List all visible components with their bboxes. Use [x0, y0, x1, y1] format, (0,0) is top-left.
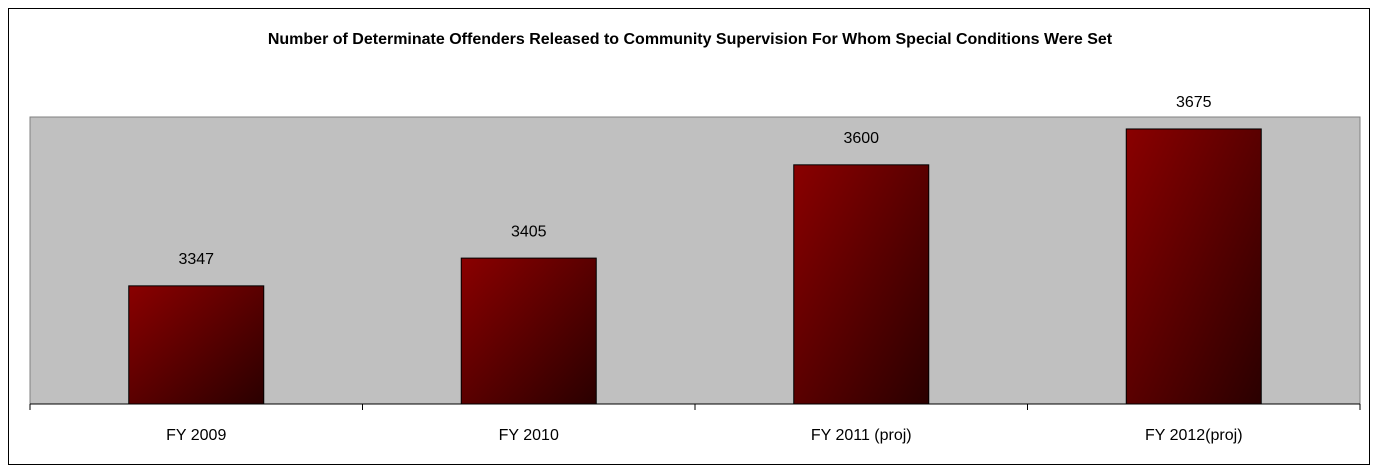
bar	[1125, 128, 1262, 405]
x-tick-label: FY 2011 (proj)	[811, 427, 912, 444]
data-label: 3600	[843, 130, 879, 147]
data-label: 3675	[1176, 94, 1212, 111]
chart-title: Number of Determinate Offenders Released…	[267, 31, 1113, 48]
data-label: 3405	[511, 223, 547, 240]
data-label: 3347	[178, 251, 214, 268]
bar	[460, 257, 597, 405]
x-tick-label: FY 2009	[166, 427, 226, 444]
bar	[128, 285, 265, 405]
x-tick-label: FY 2010	[499, 427, 559, 444]
x-tick-label: FY 2012(proj)	[1145, 427, 1243, 444]
bar	[793, 164, 930, 405]
